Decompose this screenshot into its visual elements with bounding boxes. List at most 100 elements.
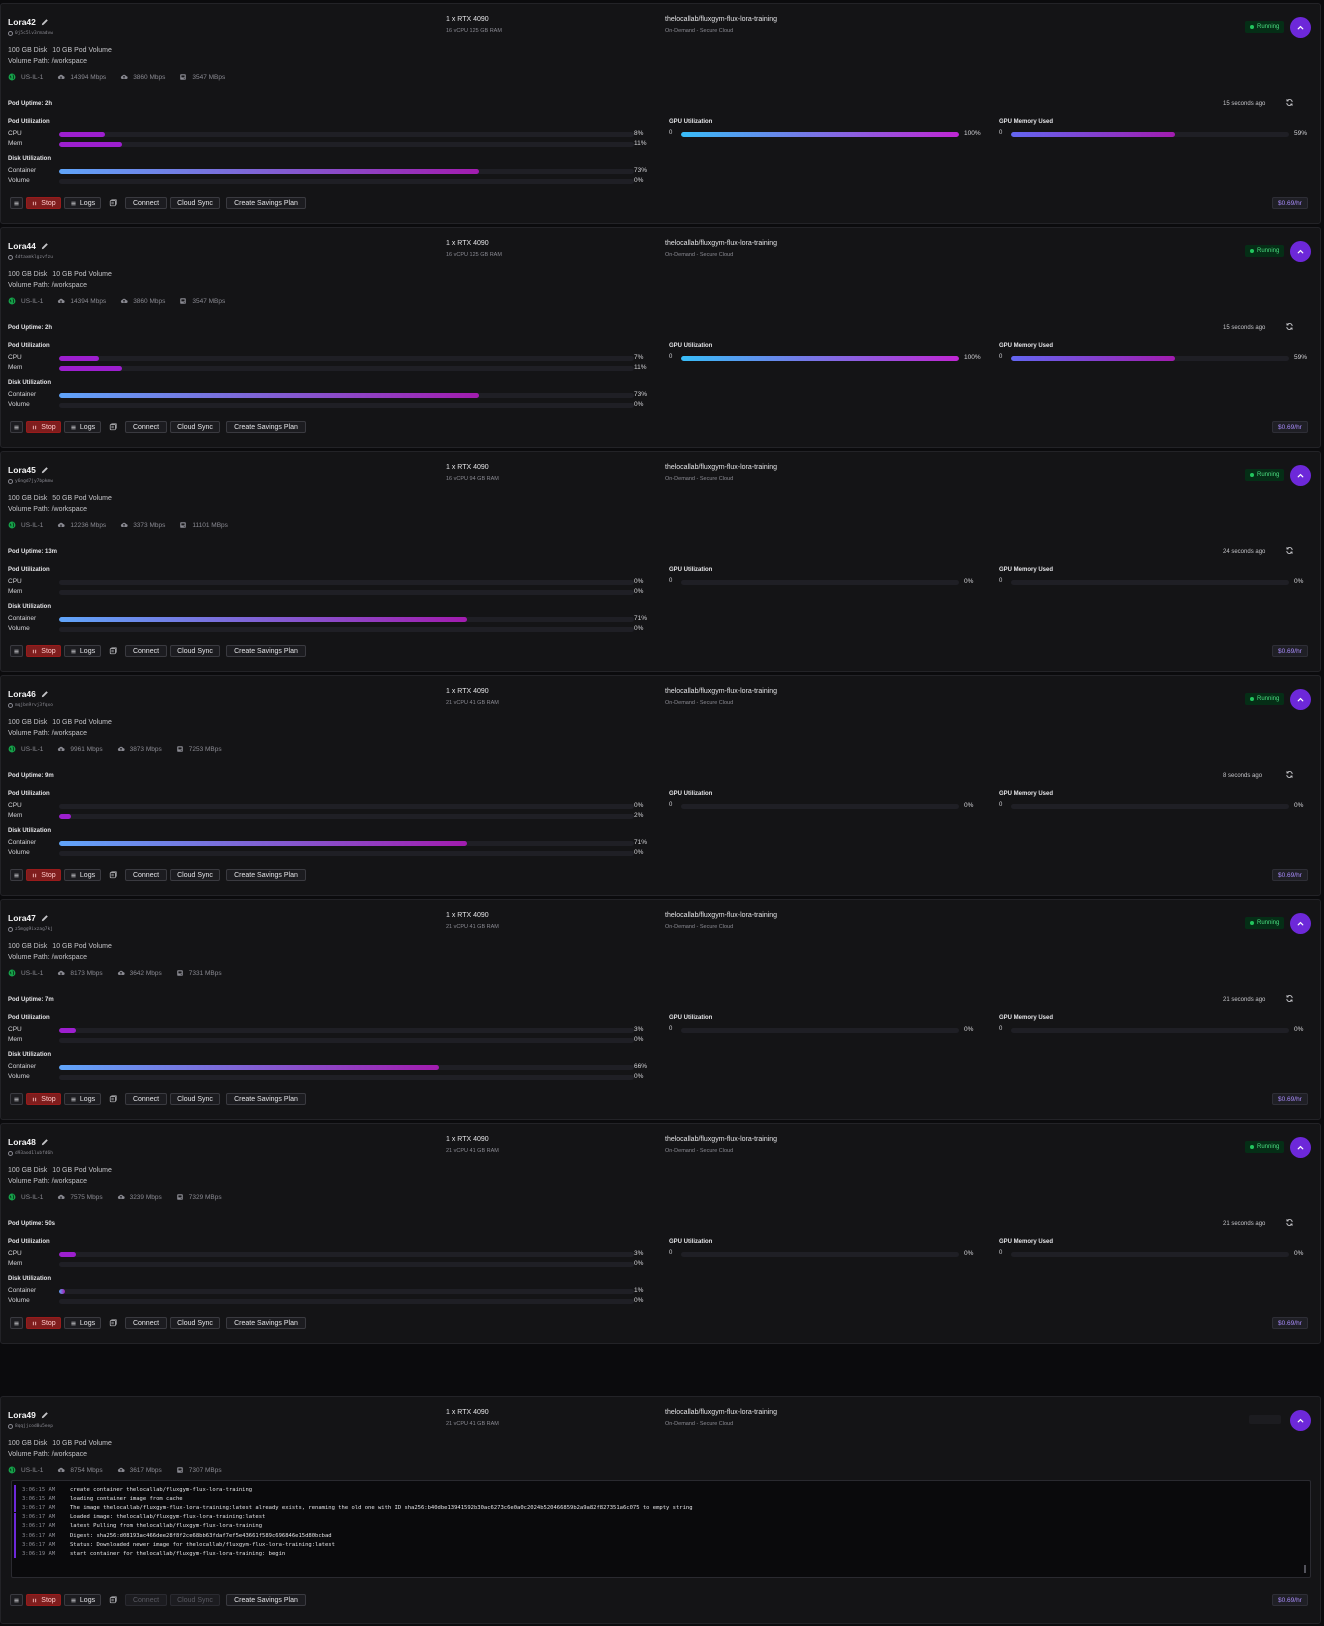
status-dot bbox=[1250, 473, 1254, 477]
web-terminal-icon[interactable] bbox=[109, 1319, 117, 1327]
connect-button[interactable]: Connect bbox=[125, 421, 167, 433]
collapse-button[interactable] bbox=[1290, 17, 1311, 38]
stop-button[interactable]: Stop bbox=[26, 1317, 61, 1329]
connect-button[interactable]: Connect bbox=[125, 1594, 167, 1606]
cloud-sync-button[interactable]: Cloud Sync bbox=[170, 869, 220, 881]
logs-button[interactable]: Logs bbox=[64, 869, 101, 881]
collapse-button[interactable] bbox=[1290, 1410, 1311, 1431]
logs-button[interactable]: Logs bbox=[64, 1317, 101, 1329]
menu-button[interactable] bbox=[10, 869, 23, 881]
pod-id[interactable]: 8qqjjcod8u5eep bbox=[8, 1424, 53, 1429]
refresh-icon[interactable] bbox=[1285, 994, 1294, 1003]
edit-icon[interactable] bbox=[41, 1138, 49, 1146]
create-savings-plan-button[interactable]: Create Savings Plan bbox=[226, 197, 306, 209]
pod-id[interactable]: z5mgg9ixzag7kj bbox=[8, 927, 53, 932]
web-terminal-icon[interactable] bbox=[109, 199, 117, 207]
edit-icon[interactable] bbox=[41, 18, 49, 26]
pod-volume-size: 10 GB Pod Volume bbox=[52, 47, 112, 54]
menu-button[interactable] bbox=[10, 421, 23, 433]
pod-id[interactable]: 0j5c5lv3rmadvw bbox=[8, 31, 53, 36]
pod-name-text: Lora48 bbox=[8, 1137, 36, 1147]
create-savings-plan-button[interactable]: Create Savings Plan bbox=[226, 645, 306, 657]
create-savings-plan-button[interactable]: Create Savings Plan bbox=[226, 1317, 306, 1329]
pod-id[interactable]: 4dtaxmklgzvfzu bbox=[8, 255, 53, 260]
logs-button[interactable]: Logs bbox=[64, 1594, 101, 1606]
logs-label: Logs bbox=[79, 199, 96, 207]
cloud-sync-button[interactable]: Cloud Sync bbox=[170, 421, 220, 433]
web-terminal-icon[interactable] bbox=[109, 423, 117, 431]
volume-bar bbox=[59, 1075, 634, 1080]
edit-icon[interactable] bbox=[41, 1411, 49, 1419]
logs-button[interactable]: Logs bbox=[64, 197, 101, 209]
cloud-sync-button[interactable]: Cloud Sync bbox=[170, 645, 220, 657]
pod-id-text: d93aod1lubfd6h bbox=[15, 1151, 53, 1156]
network-stat-region: US-IL-1 bbox=[8, 521, 43, 529]
cloud-sync-button[interactable]: Cloud Sync bbox=[170, 1594, 220, 1606]
menu-button[interactable] bbox=[10, 645, 23, 657]
cloud-sync-button[interactable]: Cloud Sync bbox=[170, 1317, 220, 1329]
stop-button[interactable]: Stop bbox=[26, 645, 61, 657]
connect-button[interactable]: Connect bbox=[125, 869, 167, 881]
refresh-icon[interactable] bbox=[1285, 98, 1294, 107]
list-icon bbox=[70, 200, 77, 207]
mem-percent: 0% bbox=[634, 1260, 644, 1267]
stop-button[interactable]: Stop bbox=[26, 1093, 61, 1105]
create-savings-plan-button[interactable]: Create Savings Plan bbox=[226, 1093, 306, 1105]
container-image: thelocallab/fluxgym-flux-lora-training bbox=[665, 912, 778, 919]
refresh-icon[interactable] bbox=[1285, 770, 1294, 779]
network-stat-value: 8173 Mbps bbox=[70, 969, 103, 977]
edit-icon[interactable] bbox=[41, 466, 49, 474]
stop-label: Stop bbox=[41, 1095, 56, 1103]
pod-id[interactable]: y6ngd7jy7bpkmw bbox=[8, 479, 53, 484]
pod-id[interactable]: d93aod1lubfd6h bbox=[8, 1151, 53, 1156]
log-scrollbar[interactable] bbox=[1304, 1565, 1306, 1573]
connect-button[interactable]: Connect bbox=[125, 1317, 167, 1329]
stop-button[interactable]: Stop bbox=[26, 869, 61, 881]
menu-button[interactable] bbox=[10, 1594, 23, 1606]
web-terminal-icon[interactable] bbox=[109, 647, 117, 655]
web-terminal-icon[interactable] bbox=[109, 1095, 117, 1103]
menu-icon bbox=[13, 200, 20, 207]
cloud-sync-button[interactable]: Cloud Sync bbox=[170, 1093, 220, 1105]
disk-size: 100 GB Disk bbox=[8, 271, 48, 278]
menu-button[interactable] bbox=[10, 1317, 23, 1329]
pod-volume-size: 10 GB Pod Volume bbox=[52, 719, 112, 726]
logs-button[interactable]: Logs bbox=[64, 645, 101, 657]
menu-icon bbox=[13, 648, 20, 655]
log-text: start container for thelocallab/fluxgym-… bbox=[70, 1550, 286, 1557]
gpu-memory-title: GPU Memory Used bbox=[999, 343, 1054, 349]
collapse-button[interactable] bbox=[1290, 241, 1311, 262]
pod-card: Lora48 d93aod1lubfd6h 100 GB Disk 10 GB Pod… bbox=[0, 1123, 1321, 1344]
cloud-sync-button[interactable]: Cloud Sync bbox=[170, 197, 220, 209]
disk-size: 100 GB Disk bbox=[8, 47, 48, 54]
gpu-memory-percent: 0% bbox=[1294, 578, 1304, 585]
connect-button[interactable]: Connect bbox=[125, 197, 167, 209]
menu-button[interactable] bbox=[10, 197, 23, 209]
pod-id[interactable]: mqjbn9rvj3fqxo bbox=[8, 703, 53, 708]
cpu-percent: 8% bbox=[634, 130, 644, 137]
connect-button[interactable]: Connect bbox=[125, 645, 167, 657]
create-savings-plan-button[interactable]: Create Savings Plan bbox=[226, 421, 306, 433]
refresh-icon[interactable] bbox=[1285, 1218, 1294, 1227]
cloud-type: On-Demand - Secure Cloud bbox=[665, 700, 734, 706]
refresh-icon[interactable] bbox=[1285, 322, 1294, 331]
edit-icon[interactable] bbox=[41, 242, 49, 250]
web-terminal-icon[interactable] bbox=[109, 871, 117, 879]
stop-button[interactable]: Stop bbox=[26, 1594, 61, 1606]
collapse-button[interactable] bbox=[1290, 689, 1311, 710]
create-savings-plan-button[interactable]: Create Savings Plan bbox=[226, 869, 306, 881]
logs-button[interactable]: Logs bbox=[64, 421, 101, 433]
edit-icon[interactable] bbox=[41, 914, 49, 922]
edit-icon[interactable] bbox=[41, 690, 49, 698]
create-savings-plan-button[interactable]: Create Savings Plan bbox=[226, 1594, 306, 1606]
collapse-button[interactable] bbox=[1290, 913, 1311, 934]
logs-button[interactable]: Logs bbox=[64, 1093, 101, 1105]
web-terminal-icon[interactable] bbox=[109, 1596, 117, 1604]
refresh-icon[interactable] bbox=[1285, 546, 1294, 555]
collapse-button[interactable] bbox=[1290, 1137, 1311, 1158]
connect-button[interactable]: Connect bbox=[125, 1093, 167, 1105]
collapse-button[interactable] bbox=[1290, 465, 1311, 486]
menu-button[interactable] bbox=[10, 1093, 23, 1105]
stop-button[interactable]: Stop bbox=[26, 197, 61, 209]
stop-button[interactable]: Stop bbox=[26, 421, 61, 433]
